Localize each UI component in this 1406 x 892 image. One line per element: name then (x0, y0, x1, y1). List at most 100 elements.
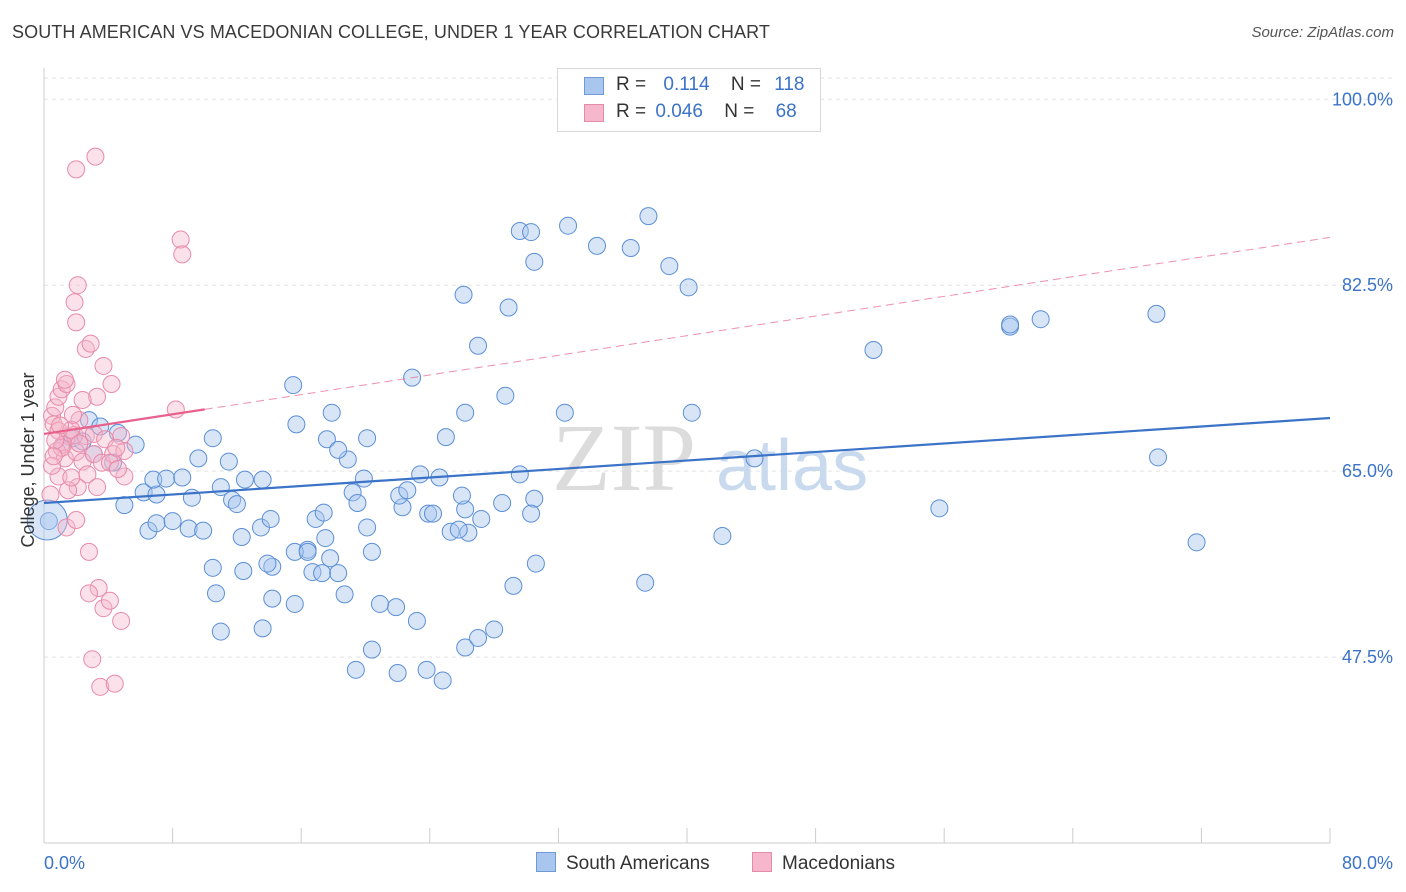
data-point-macedonian (49, 467, 68, 486)
legend-stats-blue: R = 0.114 N = 118 (616, 74, 805, 96)
data-point-south-american (303, 563, 322, 582)
axes (43, 68, 1331, 844)
data-point-south-american (263, 589, 282, 608)
data-point-south-american (203, 429, 222, 448)
data-point-macedonian (55, 370, 74, 389)
data-point-macedonian (63, 405, 82, 424)
data-point-south-american (1148, 448, 1167, 467)
data-point-south-american (329, 440, 348, 459)
data-point-macedonian (76, 339, 95, 358)
data-point-south-american (485, 620, 504, 639)
data-point-macedonian (68, 478, 87, 497)
data-point-south-american (930, 499, 949, 518)
data-point-south-american (203, 558, 222, 577)
data-point-south-american (472, 509, 491, 528)
data-point-south-american (407, 611, 426, 630)
data-point-south-american (679, 278, 698, 297)
data-point-macedonian (88, 478, 107, 497)
data-point-south-american (354, 469, 373, 488)
data-point-macedonian (52, 380, 71, 399)
data-point-south-american (211, 622, 230, 641)
bottom-legend-label: South Americans (566, 853, 710, 874)
data-point-south-american (263, 557, 282, 576)
chart-source: Source: ZipAtlas.com (1251, 24, 1394, 41)
data-point-south-american (522, 504, 541, 523)
legend-stats-pink: R = 0.046 N = 68 (616, 101, 797, 123)
data-point-south-american (235, 470, 254, 489)
trend-lines (43, 236, 1331, 505)
x-tick-label: 0.0% (44, 853, 85, 873)
data-point-macedonian (80, 542, 99, 561)
data-point-south-american (587, 236, 606, 255)
data-point-south-american (436, 428, 455, 447)
data-point-macedonian (73, 390, 92, 409)
data-point-south-american (358, 518, 377, 537)
data-point-south-american (179, 519, 198, 538)
data-point-south-american (660, 257, 679, 276)
data-point-macedonian (88, 387, 107, 406)
legend-swatch-blue (584, 77, 604, 95)
data-point-south-american (348, 494, 367, 512)
data-point-macedonian (102, 375, 121, 393)
data-point-south-american (559, 216, 578, 235)
legend-n-value: 68 (775, 101, 797, 122)
legend-n-value: 118 (774, 74, 805, 95)
watermark-atlas: atlas (716, 426, 868, 506)
data-point-south-american (522, 223, 541, 242)
data-point-south-american (261, 509, 280, 528)
data-point-macedonian (41, 485, 60, 504)
data-point-south-american (1031, 310, 1050, 329)
data-point-macedonian (70, 434, 89, 453)
data-point-south-american (449, 520, 468, 539)
data-point-south-american (456, 403, 475, 422)
data-point-south-american (639, 207, 658, 226)
data-point-south-american (504, 576, 523, 595)
data-point-south-american (329, 564, 348, 583)
y-tick-label: 100.0% (1332, 89, 1393, 109)
tick-labels: 47.5% 65.0% 82.5% 100.0% 0.0% 80.0% (44, 89, 1393, 873)
data-point-macedonian (94, 599, 113, 618)
legend-r-value: 0.114 (663, 74, 710, 95)
data-point-macedonian (68, 276, 87, 295)
data-point-south-american (234, 562, 253, 580)
data-point-south-american (258, 554, 277, 573)
y-tick-label: 82.5% (1342, 275, 1393, 295)
y-tick-label: 65.0% (1342, 461, 1393, 481)
data-point-macedonian (67, 313, 86, 332)
y-tick-label: 47.5% (1342, 647, 1393, 667)
data-point-south-american (285, 542, 304, 561)
bottom-legend-macedonians: Macedonians (752, 852, 895, 875)
legend-r-label: R = (616, 74, 647, 95)
data-point-south-american (298, 542, 317, 561)
data-point-south-american (253, 619, 272, 638)
legend-n-label: N = (730, 74, 761, 95)
data-point-south-american (207, 584, 226, 603)
series-macedonians (41, 147, 192, 696)
bottom-legend-swatch-pink (752, 852, 772, 872)
data-point-south-american (1147, 304, 1166, 323)
data-point-south-american (393, 498, 412, 517)
data-point-macedonian (65, 293, 84, 312)
data-point-south-american (1187, 533, 1206, 552)
data-point-south-american (454, 285, 473, 304)
data-point-south-american (525, 252, 544, 271)
data-point-macedonian (62, 468, 81, 487)
data-point-south-american (419, 504, 438, 523)
trend-line-south-americans (43, 416, 1331, 505)
data-point-macedonian (173, 245, 192, 264)
data-point-south-american (316, 529, 335, 548)
data-point-macedonian (171, 230, 190, 249)
data-point-macedonian (44, 447, 63, 466)
data-point-macedonian (94, 356, 113, 375)
data-point-south-american (126, 435, 145, 454)
data-point-south-american (370, 594, 389, 613)
data-point-south-american (362, 542, 381, 561)
data-point-south-american (526, 554, 545, 573)
data-point-macedonian (89, 579, 108, 597)
data-point-south-american (317, 430, 336, 449)
data-point-macedonian (100, 591, 119, 610)
data-point-south-american (346, 660, 365, 679)
data-point-macedonian (115, 467, 134, 486)
data-point-south-american (219, 452, 238, 471)
